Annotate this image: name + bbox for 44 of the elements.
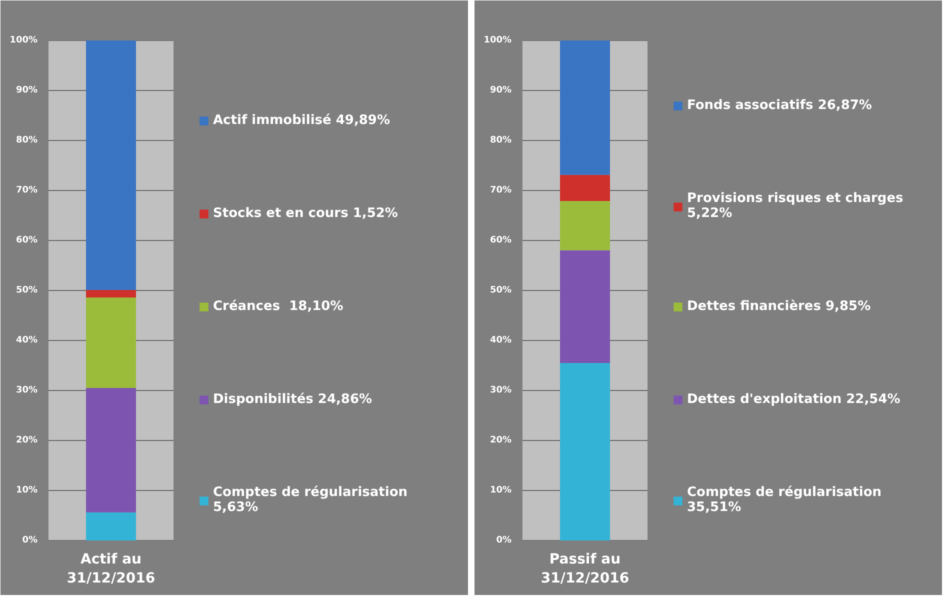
legend-label: Comptes de régularisation 35,51% — [687, 485, 882, 515]
legend-label: Provisions risques et charges 5,22% — [687, 191, 904, 221]
bar — [560, 40, 610, 175]
bar — [86, 290, 136, 298]
y-tick-label: 50% — [490, 286, 512, 296]
y-tick-label: 100% — [10, 36, 38, 46]
y-tick-label: 90% — [16, 86, 38, 96]
y-tick-label: 100% — [484, 36, 512, 46]
legend-label: Fonds associatifs 26,87% — [687, 98, 872, 113]
bar — [560, 201, 610, 250]
legend-label: Comptes de régularisation 5,63% — [213, 485, 408, 515]
y-tick-label: 30% — [16, 386, 38, 396]
y-tick-label: 60% — [490, 236, 512, 246]
y-tick-label: 70% — [490, 186, 512, 196]
legend-label: Disponibilités 24,86% — [213, 392, 372, 407]
y-tick-label: 10% — [16, 486, 38, 496]
legend-label: Dettes financières 9,85% — [687, 299, 871, 314]
y-tick-label: 50% — [16, 286, 38, 296]
y-tick-label: 60% — [16, 236, 38, 246]
legend-label: Actif immobilisé 49,89% — [213, 113, 390, 128]
y-tick-label: 10% — [490, 486, 512, 496]
x-tick-label: Actif au 31/12/2016 — [66, 552, 156, 587]
y-tick-label: 0% — [496, 536, 512, 546]
y-tick-label: 0% — [22, 536, 38, 546]
bar — [560, 250, 610, 363]
legend-label: Stocks et en cours 1,52% — [213, 206, 398, 221]
bar — [86, 298, 136, 388]
y-tick-label: 70% — [16, 186, 38, 196]
bar — [86, 512, 136, 540]
legend-label: Dettes d'exploitation 22,54% — [687, 392, 900, 407]
y-tick-label: 80% — [490, 136, 512, 146]
y-tick-label: 40% — [490, 336, 512, 346]
y-tick-label: 30% — [490, 386, 512, 396]
bar — [560, 174, 610, 201]
y-tick-label: 40% — [16, 336, 38, 346]
bar — [86, 40, 136, 290]
y-tick-label: 20% — [16, 436, 38, 446]
y-tick-label: 20% — [490, 436, 512, 446]
bar — [86, 388, 136, 512]
x-tick-label: Passif au 31/12/2016 — [540, 552, 630, 587]
bar — [560, 362, 610, 540]
y-tick-label: 80% — [16, 136, 38, 146]
y-tick-label: 90% — [490, 86, 512, 96]
legend-label: Créances 18,10% — [213, 299, 344, 314]
